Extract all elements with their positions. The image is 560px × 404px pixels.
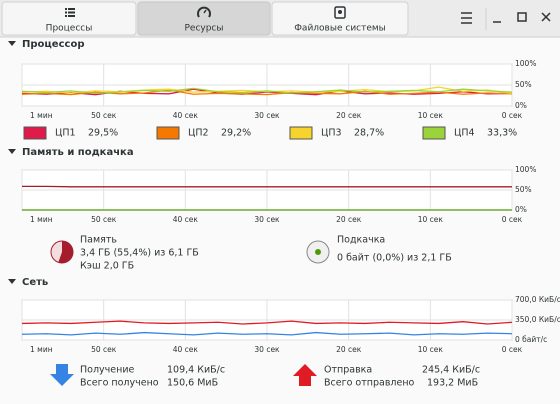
x-tick-label: 0 сек [502, 215, 523, 224]
network-label: Отправка [324, 365, 372, 376]
memory-detail: 3,4 ГБ (55,4%) из 6,1 ГБ [80, 248, 199, 259]
network-label: Получение [80, 365, 134, 376]
legend-value: 28,7% [354, 128, 384, 139]
swap-icon-dot [315, 249, 321, 255]
x-tick-label: 40 сек [173, 215, 199, 224]
y-tick-label: 0% [515, 101, 527, 110]
x-tick-label: 1 мин [30, 345, 53, 354]
section-toggle[interactable] [8, 279, 16, 284]
legend-label: ЦП1 [55, 128, 76, 139]
x-tick-label: 20 сек [336, 111, 362, 120]
y-tick-label: 50% [515, 185, 532, 194]
section-title: Сеть [22, 277, 48, 288]
y-tick-label: 0 байт/с [515, 335, 547, 344]
send-icon [293, 364, 317, 386]
x-tick-label: 20 сек [336, 215, 362, 224]
y-tick-label: 100% [515, 165, 536, 174]
legend-label: ЦП4 [454, 128, 475, 139]
network-total-label: Всего получено [80, 378, 159, 389]
y-tick-label: 0% [515, 205, 527, 214]
y-tick-label: 50% [515, 80, 532, 89]
legend-value: 29,5% [88, 128, 118, 139]
x-tick-label: 30 сек [254, 345, 280, 354]
x-tick-label: 50 сек [91, 111, 117, 120]
network-rate: 245,4 КиБ/с [422, 365, 480, 376]
x-tick-label: 20 сек [336, 345, 362, 354]
x-tick-label: 50 сек [91, 345, 117, 354]
tab-label[interactable]: Процессы [46, 24, 93, 34]
x-tick-label: 10 сек [418, 215, 444, 224]
x-tick-label: 1 мин [30, 215, 53, 224]
network-total-label: Всего отправлено [324, 378, 415, 389]
x-tick-label: 10 сек [418, 111, 444, 120]
x-tick-label: 50 сек [91, 215, 117, 224]
x-tick-label: 0 сек [502, 111, 523, 120]
icon-processes [65, 8, 75, 17]
legend-value: 29,2% [221, 128, 251, 139]
y-tick-label: 100% [515, 59, 536, 68]
tab-label[interactable]: Ресурсы [184, 24, 223, 34]
legend-swatch [157, 127, 179, 139]
swap-detail: 0 байт (0,0%) из 2,1 ГБ [337, 253, 452, 264]
x-tick-label: 30 сек [254, 215, 280, 224]
memory-label: Память [80, 235, 117, 246]
receive-icon [50, 364, 74, 386]
x-tick-label: 30 сек [254, 111, 280, 120]
network-total: 150,6 МиБ [167, 378, 218, 389]
network-total: 193,2 МиБ [427, 378, 478, 389]
tab-label[interactable]: Файловые системы [294, 24, 386, 34]
x-tick-label: 0 сек [502, 345, 523, 354]
y-tick-label: 350,0 КиБ/с [515, 315, 560, 324]
section-toggle[interactable] [8, 149, 16, 154]
legend-swatch [290, 127, 312, 139]
legend-label: ЦП2 [188, 128, 209, 139]
section-toggle[interactable] [8, 41, 16, 46]
section-title: Процессор [22, 39, 84, 50]
network-rate: 109,4 КиБ/с [167, 365, 225, 376]
legend-value: 33,3% [487, 128, 517, 139]
swap-label: Подкачка [337, 235, 385, 246]
memory-detail: Кэш 2,0 ГБ [80, 261, 134, 272]
y-tick-label: 700,0 КиБ/с [515, 295, 560, 304]
section-title: Память и подкачка [22, 147, 134, 158]
legend-swatch [24, 127, 46, 139]
legend-swatch [423, 127, 445, 139]
x-tick-label: 1 мин [30, 111, 53, 120]
x-tick-label: 40 сек [173, 111, 199, 120]
x-tick-label: 10 сек [418, 345, 444, 354]
x-tick-label: 40 сек [173, 345, 199, 354]
legend-label: ЦП3 [321, 128, 342, 139]
